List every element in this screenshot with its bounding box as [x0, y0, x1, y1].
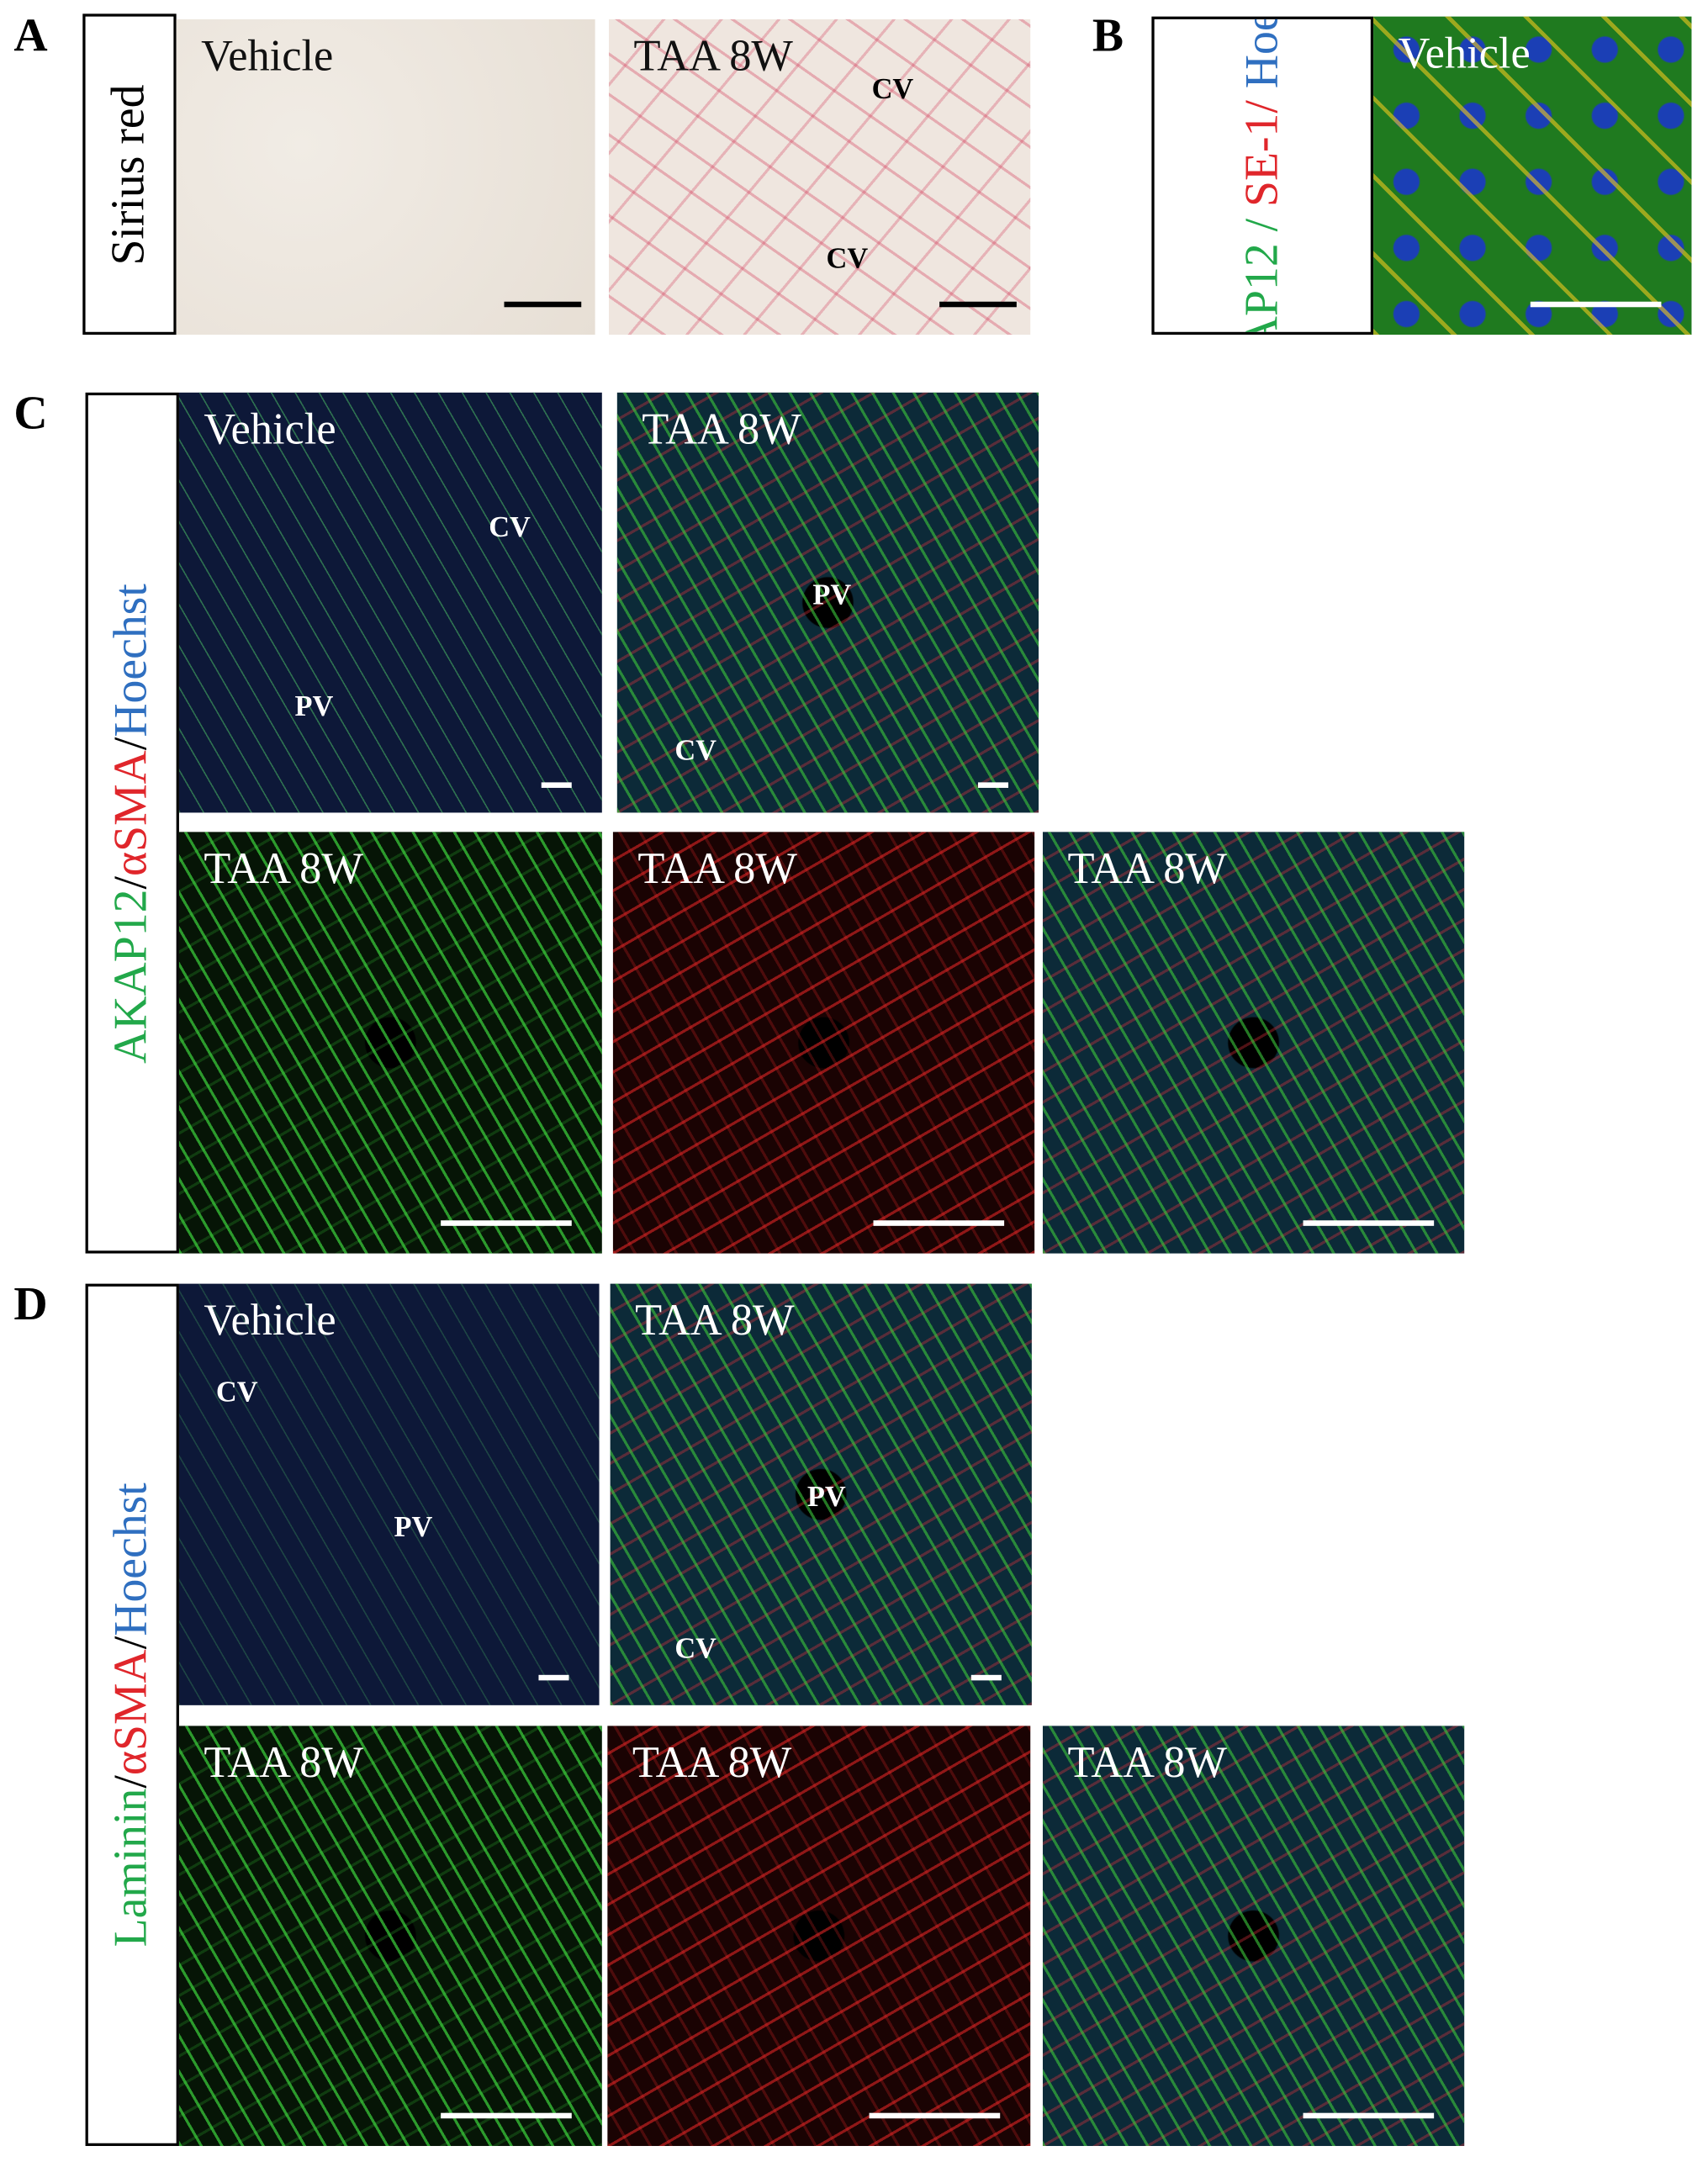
micrograph: TAA 8W [178, 832, 602, 1254]
region-marker: PV [394, 1510, 433, 1544]
scale-bar [1530, 301, 1662, 308]
micrograph: TAA 8W [607, 1726, 1031, 2147]
stain-label-box: AKAP12/αSMA/Hoechst [85, 392, 179, 1254]
stain-label-part: AKAP12 / [1236, 218, 1288, 336]
scale-bar [541, 782, 572, 788]
region-marker: CV [489, 510, 531, 544]
image-title: TAA 8W [204, 1736, 363, 1787]
micrograph: TAA 8W [612, 832, 1035, 1254]
region-marker: PV [806, 1480, 846, 1514]
scale-bar [441, 1220, 572, 1226]
stain-label-part: Hoechst [106, 1483, 157, 1636]
stain-label-part: Sirius red [103, 83, 155, 265]
micrograph: TAA 8W PV CV [616, 392, 1039, 813]
stain-label-part: αSMA [106, 749, 157, 876]
stain-label-part: SE-1/ [1236, 99, 1288, 207]
image-title: TAA 8W [635, 1294, 795, 1345]
scale-bar [441, 2112, 572, 2119]
region-marker: CV [674, 1631, 717, 1665]
stain-label: AKAP12 / SE-1/ Hoechst [1236, 19, 1288, 336]
stain-label-part: αSMA [106, 1649, 157, 1776]
panel-letter: B [1092, 11, 1124, 62]
scale-bar [504, 301, 582, 308]
scale-bar [970, 1674, 1002, 1681]
scale-bar [1303, 2112, 1435, 2119]
stain-label-part: Hoechst [106, 583, 157, 737]
micrograph: TAA 8W [1042, 1726, 1465, 2147]
image-title: TAA 8W [637, 843, 797, 893]
scale-bar [939, 301, 1017, 308]
image-title: Vehicle [201, 30, 334, 81]
stain-label-part: / [106, 1775, 157, 1789]
scale-bar [538, 1674, 569, 1681]
image-title: TAA 8W [632, 1736, 792, 1787]
region-marker: PV [294, 689, 334, 723]
panel-letter: C [13, 388, 48, 440]
region-marker: PV [812, 578, 852, 611]
stain-label-part: Hoechst [1236, 19, 1288, 87]
region-marker: CV [826, 241, 869, 275]
micrograph: TAA 8W PV CV [610, 1283, 1032, 1705]
scale-bar [977, 782, 1009, 788]
panel-letter: A [13, 11, 48, 62]
stain-label-part: / [106, 736, 157, 750]
image-title: Vehicle [1398, 27, 1531, 77]
stain-label-box: AKAP12 / SE-1/ Hoechst [1151, 16, 1374, 336]
stain-label-part: AKAP12 [106, 888, 157, 1064]
image-title: TAA 8W [642, 403, 801, 453]
micrograph: TAA 8W [1042, 832, 1465, 1254]
image-title: TAA 8W [1067, 843, 1227, 893]
image-title: TAA 8W [204, 843, 363, 893]
stain-label: AKAP12/αSMA/Hoechst [106, 583, 158, 1063]
micrograph: TAA 8W CV CV [608, 18, 1031, 336]
micrograph: Vehicle CV PV [178, 1283, 600, 1705]
scale-bar [1303, 1220, 1435, 1226]
stain-label-part: Laminin [106, 1788, 157, 1948]
image-title: TAA 8W [1067, 1736, 1227, 1787]
micrograph: Vehicle [1373, 16, 1692, 336]
region-marker: CV [674, 733, 717, 767]
stain-label: Laminin/αSMA/Hoechst [106, 1483, 158, 1947]
scale-bar [869, 2112, 1001, 2119]
scale-bar [873, 1220, 1005, 1226]
micrograph: TAA 8W [178, 1726, 602, 2147]
stain-label-box: Laminin/αSMA/Hoechst [85, 1283, 179, 2147]
stain-label-part: / [106, 1636, 157, 1650]
micrograph: Vehicle [176, 18, 595, 336]
stain-label-box: Sirius red [82, 13, 177, 336]
region-marker: CV [215, 1375, 258, 1409]
panel-letter: D [13, 1279, 48, 1331]
stain-label-part: / [106, 875, 157, 889]
image-title: Vehicle [204, 1294, 336, 1345]
micrograph: Vehicle CV PV [178, 392, 602, 813]
image-title: Vehicle [204, 403, 336, 453]
region-marker: CV [871, 71, 914, 106]
stain-label: Sirius red [103, 84, 156, 265]
image-title: TAA 8W [633, 30, 793, 81]
